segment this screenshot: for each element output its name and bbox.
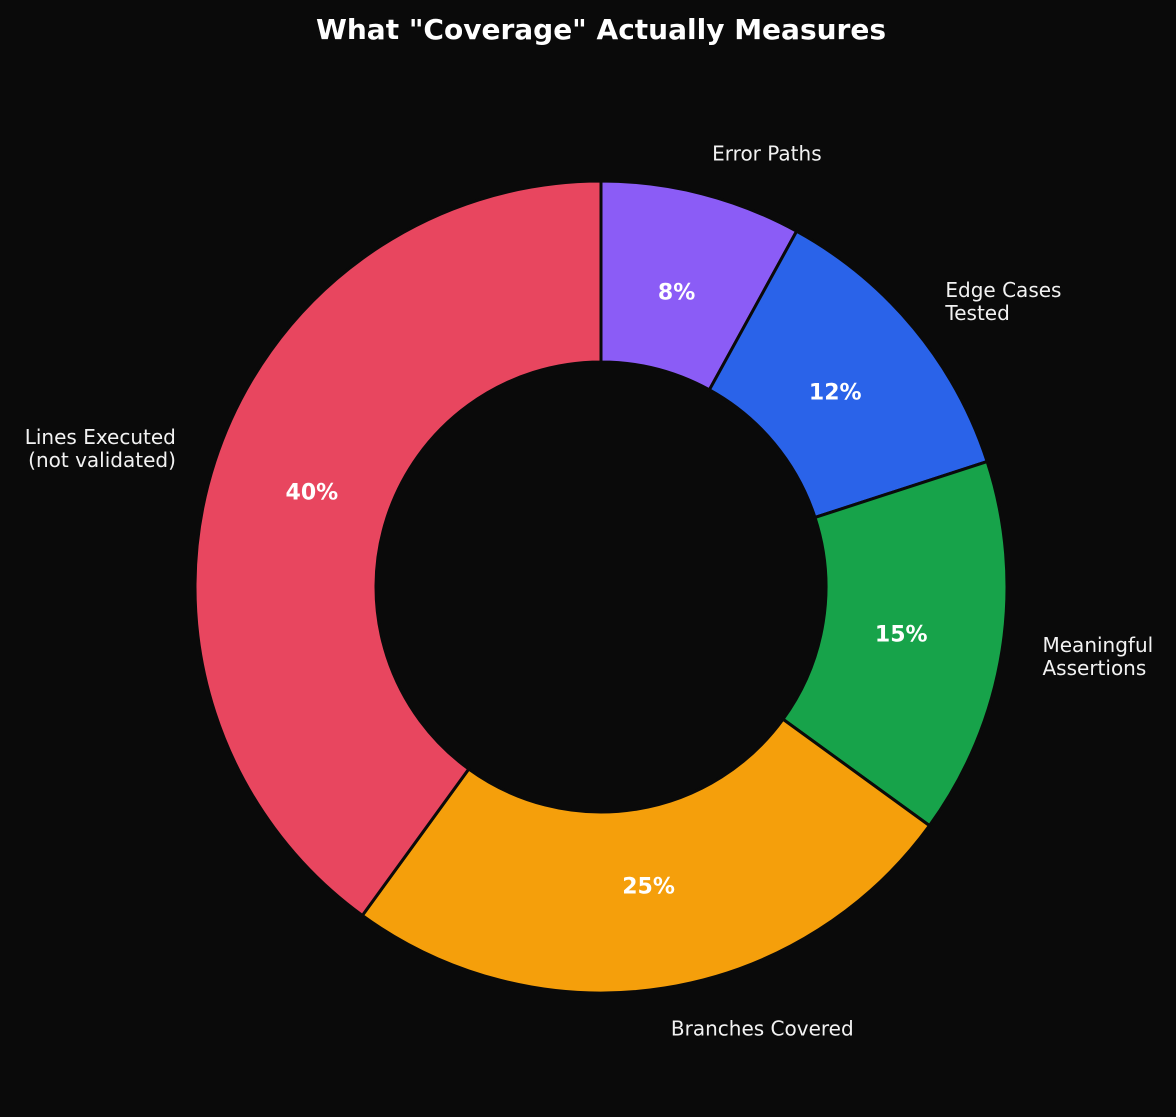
slice-pct-label: 8% bbox=[657, 280, 696, 306]
slice-pct-label: 40% bbox=[285, 480, 339, 506]
slice-label: Meaningful Assertions bbox=[1042, 632, 1154, 680]
slice-wedge bbox=[193, 179, 603, 918]
slice-label: Lines Executed (not validated) bbox=[24, 424, 176, 472]
slice-wedge bbox=[360, 717, 932, 995]
slice-label: Error Paths bbox=[712, 141, 822, 166]
slice-wedge bbox=[707, 229, 990, 520]
slice-pct-label: 12% bbox=[808, 380, 862, 406]
slice-label: Branches Covered bbox=[670, 1015, 854, 1040]
chart-title: What "Coverage" Actually Measures bbox=[315, 13, 887, 46]
slice-pct-label: 15% bbox=[874, 622, 928, 648]
slice-label: Edge Cases Tested bbox=[945, 277, 1062, 326]
slice-wedge bbox=[780, 459, 1009, 828]
slice-pct-label: 25% bbox=[622, 874, 675, 900]
